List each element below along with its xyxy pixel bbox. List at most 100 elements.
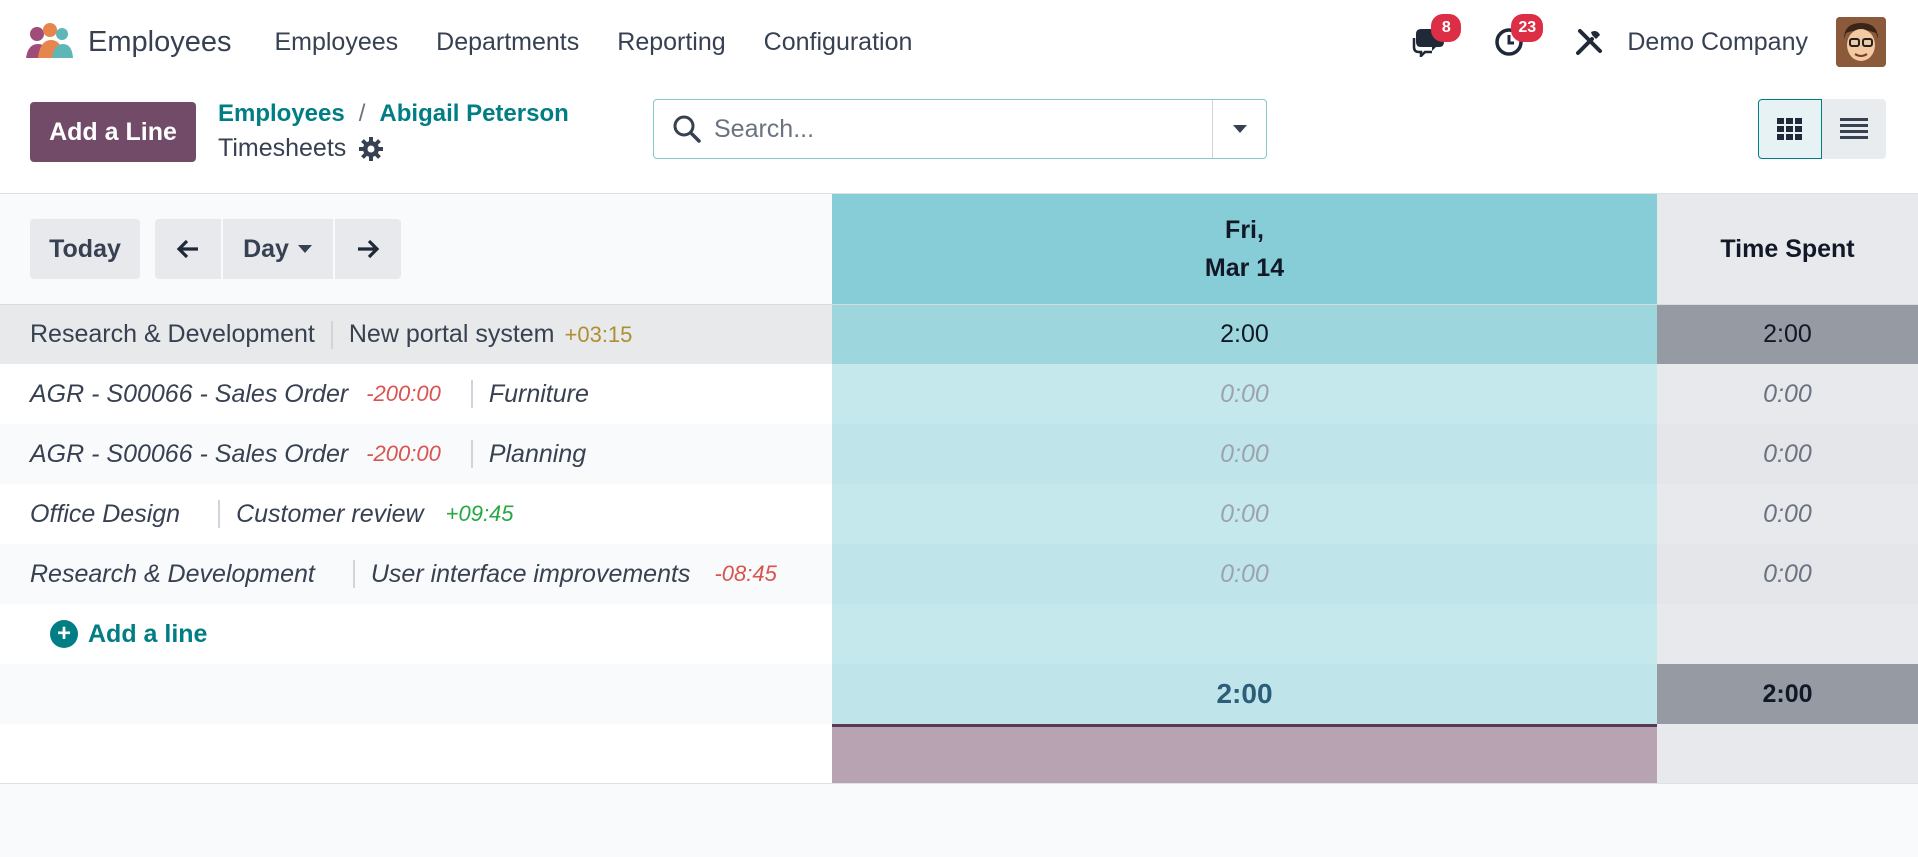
footer-bar-label (0, 724, 832, 783)
add-a-line-button[interactable]: Add a Line (30, 102, 196, 162)
row-project-delta: -200:00 (366, 381, 441, 406)
row-project[interactable]: AGR - S00066 - Sales Order (30, 439, 349, 468)
add-line-cell: + Add a line (0, 604, 832, 664)
row-day-cell[interactable]: 0:00 (832, 484, 1657, 544)
table-row: AGR - S00066 - Sales Order -200:00 Plann… (0, 424, 1918, 484)
grid-view-button[interactable] (1758, 99, 1822, 159)
range-dropdown[interactable]: Day (223, 219, 333, 279)
row-day-cell[interactable]: 0:00 (832, 424, 1657, 484)
systray: 8 23 Demo Company (1409, 14, 1886, 70)
main-menu: Employees Departments Reporting Configur… (255, 28, 931, 57)
arrow-right-icon (358, 239, 380, 259)
row-label: Research & Development User interface im… (0, 544, 832, 604)
separator (218, 500, 221, 528)
search-input[interactable] (714, 114, 1212, 144)
section-total-cell: 2:00 (1657, 305, 1918, 364)
day-column-weekday: Fri, (1225, 216, 1264, 244)
row-task[interactable]: Customer review (236, 499, 424, 528)
footer-day-total: 2:00 (832, 664, 1657, 724)
row-project[interactable]: AGR - S00066 - Sales Order (30, 379, 349, 408)
row-label: AGR - S00066 - Sales Order -200:00 Plann… (0, 424, 832, 484)
page-title: Timesheets (218, 134, 384, 163)
page-title-text: Timesheets (218, 134, 347, 162)
row-project[interactable]: Research & Development (30, 559, 315, 588)
row-label: Office Design Customer review +09:45 (0, 484, 832, 544)
table-row: AGR - S00066 - Sales Order -200:00 Furni… (0, 364, 1918, 424)
top-navbar: Employees Employees Departments Reportin… (0, 0, 1918, 84)
separator (330, 320, 333, 349)
caret-down-icon (1232, 125, 1247, 133)
menu-configuration[interactable]: Configuration (763, 27, 913, 56)
row-total-cell: 0:00 (1657, 364, 1918, 424)
list-view-button[interactable] (1822, 99, 1886, 159)
section-day-cell: 2:00 (832, 305, 1657, 364)
breadcrumb-employee[interactable]: Abigail Peterson (379, 100, 569, 127)
search-bar (653, 99, 1267, 159)
total-column-header: Time Spent (1657, 194, 1918, 304)
grid-header-row: Today Day Fri, Mar 14 Time Spent (0, 194, 1918, 304)
list-icon (1840, 118, 1868, 139)
clock-icon (1495, 28, 1524, 56)
daily-hours-bar (832, 724, 1657, 783)
gear-icon[interactable] (358, 136, 384, 162)
timesheet-grid: Today Day Fri, Mar 14 Time Spent Rese (0, 194, 1918, 784)
section-task: New portal system (348, 320, 555, 348)
row-day-cell[interactable]: 0:00 (832, 544, 1657, 604)
next-button[interactable] (335, 219, 401, 279)
company-switcher[interactable]: Demo Company (1627, 27, 1808, 56)
row-project-delta: -200:00 (366, 441, 441, 466)
grid-header-controls: Today Day (0, 194, 832, 304)
section-label: Research & Development New portal system… (0, 305, 832, 364)
table-row: Office Design Customer review +09:45 0:0… (0, 484, 1918, 544)
caret-down-icon (297, 245, 312, 253)
section-row: Research & Development New portal system… (0, 304, 1918, 364)
row-total-cell: 0:00 (1657, 424, 1918, 484)
breadcrumb: Employees / Abigail Peterson (218, 100, 569, 128)
footer-grand-total: 2:00 (1657, 664, 1918, 724)
footer-bar-total (1657, 724, 1918, 783)
user-avatar[interactable] (1836, 17, 1886, 67)
add-line-row: + Add a line (0, 604, 1918, 664)
row-label: AGR - S00066 - Sales Order -200:00 Furni… (0, 364, 832, 424)
app-title: Employees (88, 25, 232, 58)
day-column-date: Mar 14 (1204, 254, 1285, 282)
row-task-delta: +09:45 (445, 501, 514, 526)
row-task-delta: -08:45 (714, 561, 777, 586)
add-line-day-cell (832, 604, 1657, 664)
menu-reporting[interactable]: Reporting (617, 27, 726, 56)
view-switcher (1758, 99, 1886, 159)
today-button[interactable]: Today (30, 219, 140, 279)
row-project[interactable]: Office Design (30, 499, 181, 528)
row-total-cell: 0:00 (1657, 484, 1918, 544)
arrow-left-icon (176, 239, 198, 259)
footer-bar-row (0, 724, 1918, 784)
breadcrumb-employees[interactable]: Employees (218, 100, 345, 127)
row-day-cell[interactable]: 0:00 (832, 364, 1657, 424)
menu-departments[interactable]: Departments (436, 27, 580, 56)
day-column-header: Fri, Mar 14 (832, 194, 1657, 304)
row-task[interactable]: User interface improvements (370, 559, 691, 588)
grid-icon (1777, 118, 1802, 140)
search-options-toggle[interactable] (1212, 100, 1266, 158)
app-brand[interactable]: Employees (24, 22, 231, 62)
table-row: Research & Development User interface im… (0, 544, 1918, 604)
plus-circle-icon: + (50, 620, 78, 648)
add-a-line-label: Add a line (88, 619, 208, 648)
row-task[interactable]: Furniture (488, 379, 589, 408)
section-delta: +03:15 (564, 321, 633, 347)
footer-label-cell (0, 664, 832, 724)
previous-button[interactable] (155, 219, 221, 279)
row-task[interactable]: Planning (488, 439, 587, 468)
row-total-cell: 0:00 (1657, 544, 1918, 604)
tools-icon (1576, 29, 1603, 55)
messages-button[interactable]: 8 (1409, 14, 1462, 62)
section-project: Research & Development (30, 320, 315, 348)
activities-badge: 23 (1511, 14, 1544, 42)
menu-employees[interactable]: Employees (274, 27, 399, 56)
debug-tools-button[interactable] (1569, 22, 1609, 62)
range-label: Day (243, 234, 289, 263)
add-line-total-cell (1657, 604, 1918, 664)
footer-totals-row: 2:00 2:00 (0, 664, 1918, 724)
activities-button[interactable]: 23 (1489, 14, 1544, 62)
add-a-line-link[interactable]: + Add a line (30, 620, 207, 649)
